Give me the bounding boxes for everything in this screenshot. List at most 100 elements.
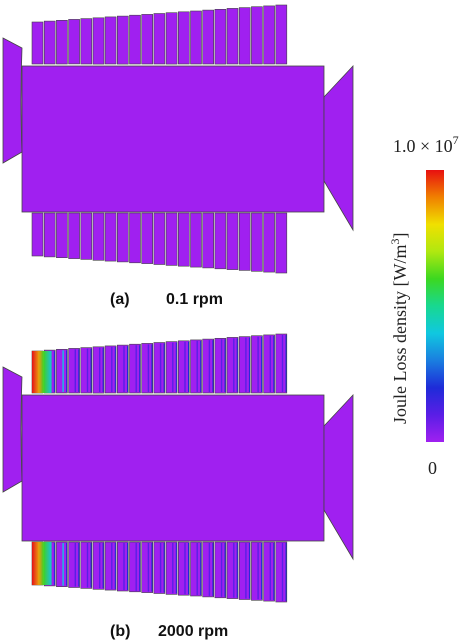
slot	[178, 212, 190, 267]
slot	[129, 212, 141, 264]
slot	[238, 336, 251, 394]
panel-b-geometry	[2, 333, 354, 603]
slot	[80, 18, 93, 65]
loss-hotspot	[32, 542, 52, 585]
panel-b-label: (b)	[110, 623, 130, 640]
slot	[178, 340, 190, 394]
colorbar: 1.0 × 107 0 Joule Loss density [W/m3]	[388, 133, 459, 478]
slot	[117, 344, 129, 394]
slot	[153, 541, 166, 594]
slot	[68, 541, 80, 588]
slot	[202, 541, 214, 598]
end-cone-right	[323, 64, 354, 232]
panel-a-speed: 0.1 rpm	[166, 291, 223, 308]
rotor-body	[21, 65, 325, 213]
slot	[129, 541, 141, 593]
slot	[238, 541, 251, 600]
slot	[190, 10, 202, 65]
end-cone-right	[323, 393, 354, 561]
slot	[202, 338, 214, 394]
colorbar-max-label: 1.0 × 107	[393, 133, 459, 156]
slot	[165, 341, 178, 394]
slot	[251, 212, 263, 272]
slot	[275, 333, 288, 394]
colorbar-min-label: 0	[428, 458, 437, 478]
slot	[92, 212, 105, 261]
slot	[214, 9, 227, 65]
slot	[141, 541, 153, 593]
slot	[263, 212, 275, 273]
slot	[104, 345, 117, 394]
slot	[43, 212, 56, 258]
slot	[92, 541, 105, 590]
slot	[263, 541, 275, 602]
slot-row-bottom	[31, 541, 288, 603]
slot	[43, 20, 56, 65]
slot	[31, 212, 44, 257]
loss-hotspot	[32, 351, 52, 393]
slot	[104, 541, 117, 591]
colorbar-gradient	[426, 170, 444, 442]
slot	[226, 8, 239, 65]
slot	[275, 4, 288, 65]
slot	[129, 14, 141, 65]
slot	[31, 21, 44, 65]
slot	[92, 17, 105, 65]
slot	[202, 212, 214, 269]
slot	[214, 541, 227, 599]
end-cap-left	[2, 366, 23, 493]
slot	[251, 335, 263, 394]
colorbar-title: Joule Loss density [W/m3]	[388, 233, 410, 424]
slot	[190, 541, 202, 597]
slot	[80, 541, 93, 589]
slot	[117, 541, 129, 592]
slot	[226, 337, 239, 394]
panel-a-label: (a)	[110, 291, 130, 308]
slot	[275, 212, 288, 274]
slot	[202, 9, 214, 65]
slot	[178, 541, 190, 596]
slot	[263, 5, 275, 65]
slot	[56, 541, 68, 588]
slot	[68, 348, 80, 394]
slot	[238, 212, 251, 271]
slot	[153, 212, 166, 265]
slot	[214, 337, 227, 394]
slot-row-top	[31, 333, 288, 394]
slot	[117, 212, 129, 263]
slot	[141, 14, 153, 65]
slot	[165, 541, 178, 595]
slot	[80, 347, 93, 394]
end-cap-left	[2, 37, 23, 164]
panel-a-geometry	[2, 4, 354, 274]
slot	[153, 342, 166, 394]
slot	[263, 334, 275, 394]
slot	[251, 6, 263, 65]
slot	[104, 16, 117, 65]
slot	[165, 212, 178, 266]
slot	[68, 212, 80, 259]
panel-b-speed: 2000 rpm	[158, 623, 228, 640]
slot	[92, 346, 105, 394]
slot	[214, 212, 227, 270]
slot	[275, 541, 288, 603]
slot	[117, 15, 129, 65]
slot	[141, 343, 153, 394]
slot	[226, 212, 239, 270]
slot	[129, 343, 141, 394]
slot	[165, 12, 178, 65]
slot	[251, 541, 263, 601]
slot-row-top	[31, 4, 288, 65]
slot	[80, 212, 93, 260]
rotor-body	[21, 394, 325, 542]
slot	[141, 212, 153, 264]
slot	[153, 13, 166, 65]
slot-row-bottom	[31, 212, 288, 274]
slot	[190, 339, 202, 394]
slot	[56, 212, 68, 259]
slot	[68, 19, 80, 65]
slot	[56, 19, 68, 65]
slot	[104, 212, 117, 262]
